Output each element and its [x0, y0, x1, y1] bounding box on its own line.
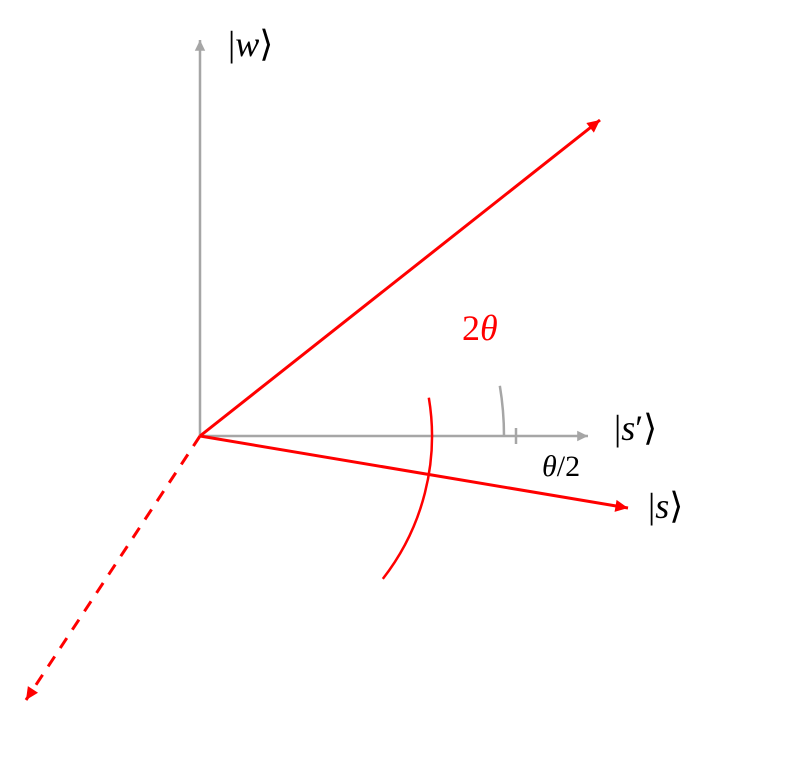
label-s: |s⟩	[648, 486, 683, 526]
vector-s-dashed	[26, 436, 200, 700]
label-theta-half: θ/2	[542, 450, 580, 483]
theta-half-arc	[500, 386, 504, 436]
vectors: |s⟩	[26, 120, 683, 700]
axis-w	[195, 40, 205, 436]
axis-s-prime	[200, 431, 588, 441]
label-w: |w⟩	[228, 24, 273, 64]
label-s-prime: |s′⟩	[614, 408, 657, 448]
vector-reflected	[200, 120, 600, 436]
label-two-theta: 2θ	[462, 308, 498, 348]
angle-arc	[383, 398, 432, 579]
